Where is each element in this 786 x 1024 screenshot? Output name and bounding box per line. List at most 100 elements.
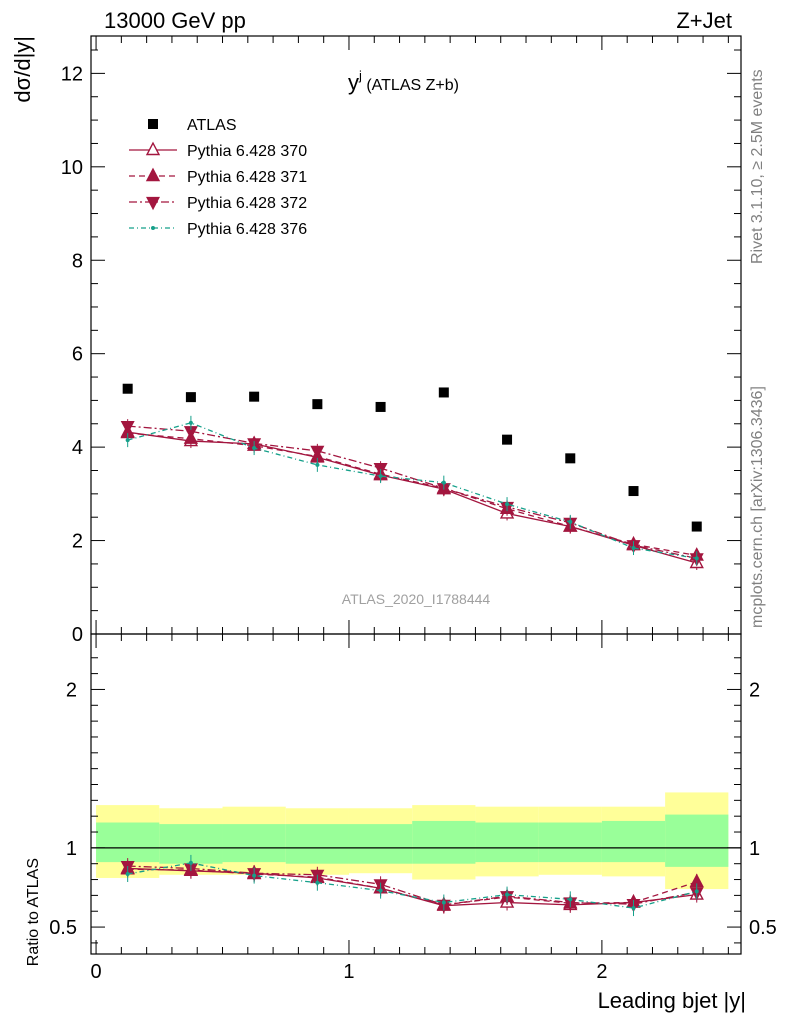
main-point-0-3 (312, 399, 323, 410)
ratio-band-stat-5 (412, 820, 476, 864)
ratio-point-3-1 (188, 860, 193, 865)
legend-marker-2 (145, 167, 161, 182)
legend-label-4: Pythia 6.428 376 (187, 221, 307, 238)
main-point-0-0 (122, 383, 133, 394)
legend-entry-2: Pythia 6.428 371 (129, 167, 307, 186)
ratio-band-stat-2 (222, 824, 286, 863)
legend-label-2: Pythia 6.428 371 (187, 169, 307, 186)
legend-entry-4: Pythia 6.428 376 (129, 221, 307, 238)
main-series-line-3 (127, 425, 697, 559)
main-ytick-label-6: 12 (61, 63, 83, 85)
header-left-label: 13000 GeV pp (104, 8, 246, 33)
ratio-point-3-5 (441, 900, 446, 905)
x-tick-label-2: 2 (596, 961, 607, 983)
main-y-axis-title: dσ/d|y| (10, 36, 35, 103)
main-point-4-3 (315, 462, 320, 467)
ratio-band-stat-6 (475, 822, 539, 863)
legend-label-3: Pythia 6.428 372 (187, 195, 307, 212)
ratio-ytick-label-right-2: 2 (749, 679, 760, 701)
ratio-series-line-3 (127, 862, 697, 909)
ratio-series-3 (125, 854, 699, 917)
main-point-3-3 (310, 445, 325, 460)
x-tick-label-0: 0 (90, 961, 101, 983)
main-plot-content (120, 383, 704, 570)
ratio-point-3-9 (694, 889, 699, 894)
ratio-axes: 0.5 0.5 1 1 2 2 0 1 2 (49, 634, 777, 983)
main-series-line-1 (127, 431, 697, 564)
main-series-line-2 (127, 432, 697, 557)
main-point-4-9 (694, 556, 699, 561)
main-point-0-1 (185, 392, 196, 403)
main-series-1 (120, 423, 704, 570)
main-series-0 (122, 383, 702, 532)
ratio-point-3-2 (252, 873, 257, 878)
x-axis-title: Leading bjet |y| (598, 988, 746, 1013)
ratio-ytick-label-right-0: 0.5 (749, 917, 777, 939)
main-point-4-5 (441, 480, 446, 485)
legend-entry-0: ATLAS (148, 117, 237, 134)
legend-entry-3: Pythia 6.428 372 (129, 195, 307, 212)
main-point-4-1 (188, 420, 193, 425)
ratio-ytick-label-left-2: 2 (66, 679, 77, 701)
main-point-0-7 (565, 453, 576, 464)
ratio-ytick-label-right-1: 1 (749, 838, 760, 860)
ratio-frame (90, 633, 742, 955)
ratio-point-3-8 (631, 906, 636, 911)
main-point-0-6 (502, 434, 513, 445)
main-series-line-4 (127, 422, 697, 559)
ratio-band-stat-7 (538, 822, 602, 863)
main-point-4-8 (631, 546, 636, 551)
ratio-band-stat-4 (348, 824, 413, 864)
plot-title-suffix: (ATLAS Z+b) (362, 77, 459, 94)
plot-title-main: y (348, 70, 359, 95)
main-point-4-7 (568, 519, 573, 524)
header-right-label: Z+Jet (676, 8, 732, 33)
ratio-y-axis-title: Ratio to ATLAS (25, 858, 42, 966)
ratio-point-3-6 (505, 892, 510, 897)
legend-marker-0 (148, 119, 158, 129)
legend-marker-4 (151, 226, 155, 230)
ratio-band-stat-0 (96, 822, 160, 863)
main-point-4-6 (505, 502, 510, 507)
main-axes: 0 2 4 6 8 10 12 (61, 36, 741, 646)
plot-title: yj (ATLAS Z+b) (348, 68, 459, 95)
ratio-band-stat-9 (665, 814, 729, 867)
main-point-0-5 (438, 387, 449, 398)
ratio-series-line-1 (127, 868, 697, 906)
plot-title-sup: j (358, 68, 362, 83)
ratio-plot-content (91, 792, 741, 917)
analysis-id-label: ATLAS_2020_I1788444 (342, 591, 491, 607)
ratio-point-3-7 (568, 897, 573, 902)
main-ytick-label-4: 8 (72, 250, 83, 272)
ratio-point-3-3 (315, 880, 320, 885)
ratio-panel: 0.5 0.5 1 1 2 2 0 1 2 (49, 633, 777, 983)
main-point-4-4 (378, 474, 383, 479)
main-ytick-label-0: 0 (72, 624, 83, 646)
main-point-0-4 (375, 401, 386, 412)
main-ytick-label-2: 4 (72, 437, 83, 459)
main-ytick-label-3: 6 (72, 344, 83, 366)
main-series-4 (125, 415, 699, 566)
main-point-4-0 (125, 438, 130, 443)
main-point-0-9 (691, 521, 702, 532)
ratio-point-3-4 (378, 888, 383, 893)
rivet-version-label: Rivet 3.1.10, ≥ 2.5M events (749, 69, 766, 264)
main-point-0-2 (249, 391, 260, 402)
main-ytick-label-1: 2 (72, 531, 83, 553)
mcplots-label: mcplots.cern.ch [arXiv:1306.3436] (749, 386, 766, 628)
x-tick-label-1: 1 (343, 961, 354, 983)
main-series-2 (120, 424, 704, 563)
main-point-4-2 (252, 446, 257, 451)
main-ytick-label-5: 10 (61, 157, 83, 179)
legend-marker-1 (145, 141, 161, 156)
legend-marker-3 (146, 196, 160, 211)
legend-entry-1: Pythia 6.428 370 (129, 141, 307, 160)
legend-label-0: ATLAS (187, 117, 237, 134)
ratio-ytick-label-left-1: 1 (66, 838, 77, 860)
legend: ATLAS Pythia 6.428 370 Pythia 6.428 371 Pyt… (129, 117, 307, 238)
main-point-3-0 (120, 421, 135, 435)
ratio-ytick-label-left-0: 0.5 (49, 917, 77, 939)
legend-label-1: Pythia 6.428 370 (187, 143, 307, 160)
ratio-band-stat-8 (601, 820, 666, 863)
